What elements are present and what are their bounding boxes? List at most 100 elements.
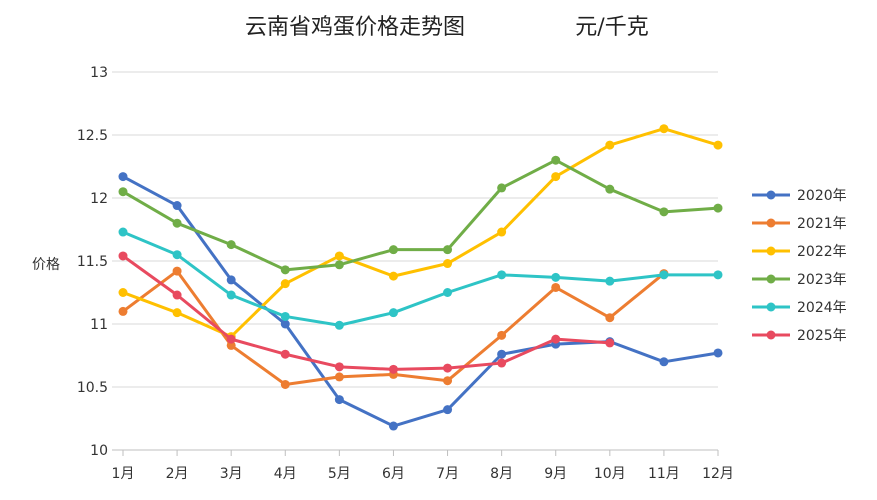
data-point <box>659 124 669 134</box>
data-point <box>172 266 182 276</box>
series-2020年 <box>118 172 723 431</box>
legend-item: 2024年 <box>752 300 847 316</box>
data-point <box>551 272 561 282</box>
data-point <box>226 275 236 285</box>
data-point <box>605 313 615 323</box>
legend-label: 2023年 <box>797 272 847 288</box>
series-lines <box>118 124 723 431</box>
data-point <box>226 240 236 250</box>
data-point <box>388 421 398 431</box>
data-point <box>118 227 128 237</box>
y-tick-label: 12.5 <box>77 128 108 144</box>
x-tick-label: 9月 <box>544 466 567 482</box>
y-axis-ticks: 10 10.5 11 11.5 12 12.5 13 <box>77 65 108 459</box>
data-point <box>443 259 453 269</box>
data-point <box>713 270 723 280</box>
data-point <box>551 172 561 182</box>
data-point <box>280 311 290 321</box>
y-tick-label: 13 <box>90 65 108 81</box>
data-point <box>280 265 290 275</box>
data-point <box>334 395 344 405</box>
data-point <box>388 271 398 281</box>
legend-label: 2024年 <box>797 300 847 316</box>
data-point <box>443 245 453 255</box>
data-point <box>334 251 344 261</box>
data-point <box>443 288 453 297</box>
data-point <box>713 140 723 150</box>
y-tick-label: 10 <box>90 443 108 459</box>
data-point <box>605 276 615 286</box>
data-point <box>443 363 453 373</box>
legend: 2020年 2021年 2022年 2023年 2024年 2025年 <box>752 188 847 344</box>
data-point <box>280 279 290 289</box>
data-point <box>172 250 182 260</box>
data-point <box>334 372 344 382</box>
data-point <box>172 290 182 300</box>
data-point <box>497 330 507 340</box>
legend-swatch-dot <box>766 190 776 200</box>
legend-swatch-dot <box>766 330 776 340</box>
data-point <box>713 203 723 213</box>
series-2025年 <box>118 251 615 374</box>
data-point <box>443 376 453 386</box>
legend-swatch-dot <box>766 302 776 312</box>
legend-label: 2021年 <box>797 216 847 232</box>
data-point <box>497 227 507 237</box>
legend-item: 2020年 <box>752 188 847 204</box>
data-point <box>497 358 507 368</box>
data-point <box>118 187 128 197</box>
data-point <box>334 320 344 330</box>
x-tick-label: 12月 <box>702 466 734 482</box>
data-point <box>172 201 182 211</box>
data-point <box>118 306 128 316</box>
data-point <box>605 140 615 150</box>
data-point <box>659 207 669 217</box>
data-point <box>659 270 669 280</box>
y-axis-label: 价格 <box>32 257 60 273</box>
chart-unit: 元/千克 <box>575 15 648 40</box>
data-point <box>497 183 507 193</box>
data-point <box>280 379 290 389</box>
data-point <box>118 251 128 261</box>
y-tick-label: 11.5 <box>77 254 108 270</box>
data-point <box>497 349 507 359</box>
y-tick-label: 10.5 <box>77 380 108 396</box>
legend-swatch-dot <box>766 274 776 284</box>
data-point <box>226 290 236 300</box>
data-point <box>226 340 236 350</box>
gridlines <box>112 71 718 451</box>
legend-label: 2020年 <box>797 188 847 204</box>
x-tick-label: 4月 <box>274 466 297 482</box>
data-point <box>659 357 669 367</box>
x-tick-label: 7月 <box>436 466 459 482</box>
data-point <box>226 334 236 344</box>
x-tick-label: 11月 <box>648 466 680 482</box>
series-2023年 <box>118 155 723 275</box>
data-point <box>551 282 561 292</box>
legend-label: 2022年 <box>797 244 847 260</box>
data-point <box>551 155 561 165</box>
y-tick-label: 12 <box>90 191 108 207</box>
data-point <box>280 349 290 359</box>
data-point <box>334 362 344 372</box>
series-line <box>121 127 720 339</box>
data-point <box>172 308 182 318</box>
x-axis-ticks: 1月 2月 3月 4月 5月 6月 7月 8月 9月 10月 11月 12月 <box>112 450 734 482</box>
data-point <box>280 319 290 329</box>
series-line <box>121 230 720 327</box>
x-tick-label: 10月 <box>594 466 626 482</box>
data-point <box>605 184 615 194</box>
legend-item: 2021年 <box>752 216 847 232</box>
x-tick-label: 3月 <box>220 466 243 482</box>
legend-swatch-dot <box>766 246 776 256</box>
series-2021年 <box>118 266 669 389</box>
x-tick-label: 1月 <box>112 466 135 482</box>
x-tick-label: 2月 <box>166 466 189 482</box>
data-point <box>605 338 615 348</box>
legend-swatch-dot <box>766 218 776 228</box>
data-point <box>334 260 344 270</box>
data-point <box>388 308 398 318</box>
legend-item: 2022年 <box>752 244 847 260</box>
y-tick-label: 11 <box>90 317 108 333</box>
